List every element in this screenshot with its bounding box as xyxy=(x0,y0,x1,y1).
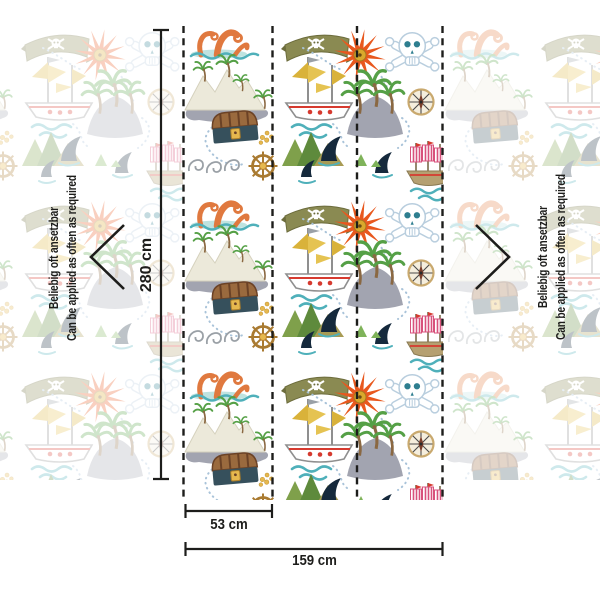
pattern-tile xyxy=(445,367,600,542)
strip-separator-lines xyxy=(182,26,444,500)
right-annotation: Beliebig oft ansetzbar Can be applied as… xyxy=(530,132,574,382)
height-measurement-label: 280 cm xyxy=(138,237,155,293)
pattern-tile xyxy=(445,25,600,200)
pattern-tile xyxy=(445,196,600,371)
right-chevron-icon xyxy=(475,224,511,290)
strip-width-measurement-label: 53 cm xyxy=(210,516,248,533)
right-annotation-line-en: Can be applied as often as required xyxy=(553,174,568,340)
left-annotation: Beliebig oft ansetzbar Can be applied as… xyxy=(41,133,85,383)
wallpaper-strip xyxy=(185,25,450,542)
pattern-tile xyxy=(185,25,450,200)
left-chevron-icon xyxy=(89,224,125,290)
strip-width-dimension-line xyxy=(184,504,274,518)
height-dimension-line xyxy=(153,28,169,481)
total-width-measurement-label: 159 cm xyxy=(292,552,337,569)
left-annotation-line-en: Can be applied as often as required xyxy=(64,175,79,341)
left-annotation-line-de: Beliebig oft ansetzbar xyxy=(46,207,61,309)
pattern-tile xyxy=(185,196,450,371)
total-width-dimension-line xyxy=(184,542,444,556)
right-annotation-line-de: Beliebig oft ansetzbar xyxy=(535,206,550,308)
